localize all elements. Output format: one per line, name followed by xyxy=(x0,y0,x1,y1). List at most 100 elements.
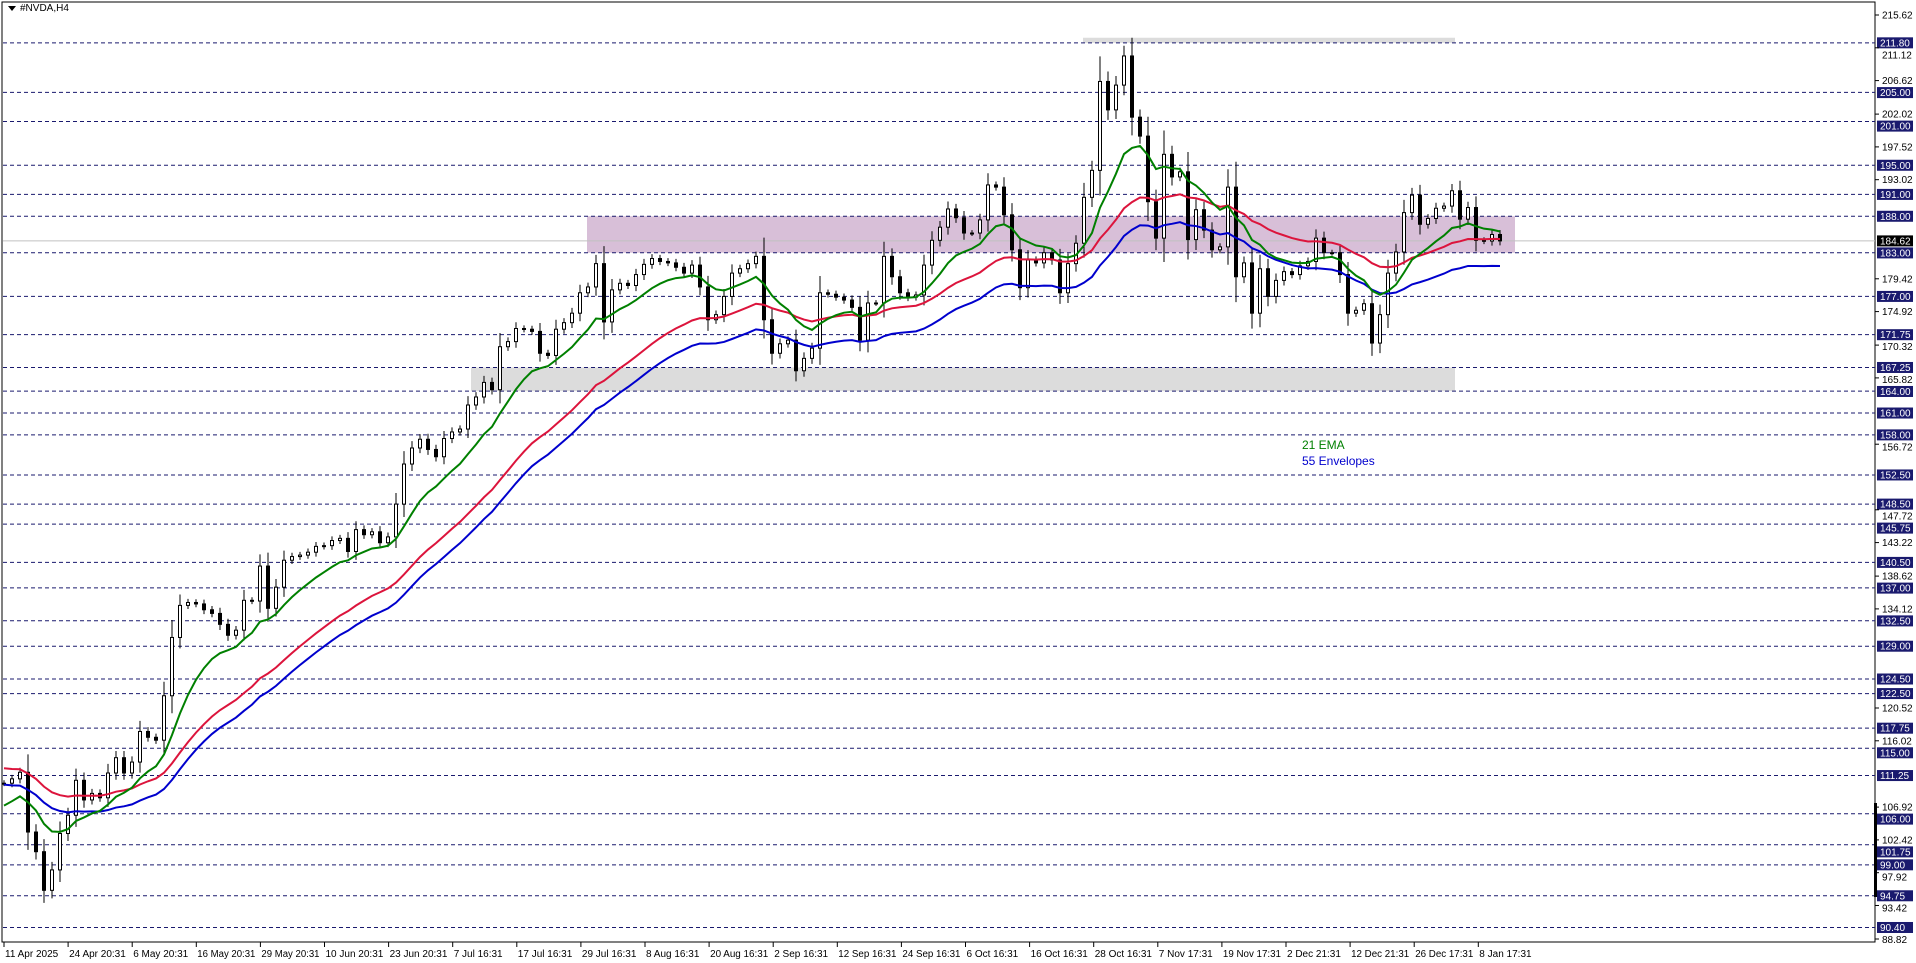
candle xyxy=(186,598,190,610)
candle xyxy=(970,230,974,236)
candle xyxy=(506,337,510,351)
bear-candle-body xyxy=(850,299,854,308)
level-label: 188.00 xyxy=(1880,212,1911,223)
level-label: 94.75 xyxy=(1880,891,1905,902)
bull-candle-body xyxy=(786,339,790,345)
x-tick-label: 23 Jun 20:31 xyxy=(390,949,448,960)
bull-candle-body xyxy=(746,263,750,270)
bear-candle-body xyxy=(122,757,126,774)
candle xyxy=(34,824,38,860)
candle xyxy=(730,264,734,306)
y-tick-label: 147.72 xyxy=(1882,512,1913,523)
bear-candle-body xyxy=(1290,271,1294,276)
bull-candle-body xyxy=(882,255,886,304)
bear-candle-body xyxy=(794,339,798,372)
dropdown-triangle-icon[interactable] xyxy=(8,6,16,11)
candle xyxy=(954,203,958,223)
bull-candle-body xyxy=(1434,207,1438,219)
candle xyxy=(474,392,478,410)
candle xyxy=(666,258,670,267)
candle xyxy=(1378,304,1382,354)
level-label: 205.00 xyxy=(1880,88,1911,99)
level-label: 161.00 xyxy=(1880,409,1911,420)
candle xyxy=(1130,37,1134,136)
bull-candle-body xyxy=(186,601,190,606)
y-tick-label: 197.52 xyxy=(1882,142,1913,153)
bear-candle-body xyxy=(1498,233,1502,242)
y-tick-label: 165.82 xyxy=(1882,375,1913,386)
candle xyxy=(1458,180,1462,230)
bull-candle-body xyxy=(1258,268,1262,314)
bull-candle-body xyxy=(1114,84,1118,111)
candle xyxy=(1098,56,1102,196)
candle xyxy=(146,727,150,742)
bull-candle-body xyxy=(370,531,374,536)
candle xyxy=(362,525,366,539)
bull-candle-body xyxy=(1066,263,1070,294)
candle xyxy=(746,259,750,273)
bull-candle-body xyxy=(466,404,470,430)
candle xyxy=(874,300,878,306)
candle xyxy=(1010,203,1014,262)
x-tick-label: 24 Apr 20:31 xyxy=(69,949,126,960)
candle xyxy=(106,763,110,807)
candle xyxy=(602,246,606,340)
level-label: 137.00 xyxy=(1880,584,1911,595)
bull-candle-body xyxy=(874,302,878,305)
candle xyxy=(1290,268,1294,279)
candle xyxy=(202,599,206,615)
level-label-bg xyxy=(1877,890,1913,902)
bull-candle-body xyxy=(10,778,14,784)
candle xyxy=(626,279,630,289)
bear-candle-body xyxy=(890,255,894,278)
bull-candle-body xyxy=(930,239,934,266)
bull-candle-body xyxy=(650,258,654,265)
level-label-bg xyxy=(1877,37,1913,49)
candle xyxy=(170,619,174,714)
y-tick-label: 116.02 xyxy=(1882,736,1912,747)
candle xyxy=(1018,237,1022,301)
bull-candle-body xyxy=(282,559,286,588)
bull-candle-body xyxy=(1450,190,1454,207)
bull-candle-body xyxy=(138,730,142,763)
bull-candle-body xyxy=(1090,169,1094,198)
candle xyxy=(370,528,374,539)
y-tick-label: 138.62 xyxy=(1882,572,1913,583)
bear-candle-body xyxy=(1154,201,1158,239)
candle xyxy=(1242,256,1246,284)
bull-candle-body xyxy=(418,438,422,449)
bear-candle-body xyxy=(210,609,214,614)
candle xyxy=(610,278,614,333)
y-tick-label: 215.62 xyxy=(1882,11,1913,22)
bear-candle-body xyxy=(538,330,542,354)
bear-candle-body xyxy=(546,352,550,356)
y-tick-label: 97.92 xyxy=(1882,872,1907,883)
level-label: 148.50 xyxy=(1880,500,1911,511)
bull-candle-body xyxy=(1426,217,1430,225)
candle xyxy=(138,720,142,773)
candle xyxy=(82,772,86,808)
bear-candle-body xyxy=(1146,135,1150,203)
candle xyxy=(898,269,902,300)
x-tick-label: 29 May 20:31 xyxy=(261,949,320,960)
candle xyxy=(1338,244,1342,283)
bull-candle-body xyxy=(778,343,782,354)
candle xyxy=(1314,229,1318,271)
candle xyxy=(1274,273,1278,304)
candle xyxy=(1466,201,1470,226)
candle xyxy=(50,861,54,899)
bull-candle-body xyxy=(1410,194,1414,214)
candle xyxy=(194,599,198,608)
candle xyxy=(290,552,294,565)
level-label-bg xyxy=(1877,722,1913,734)
candle xyxy=(826,289,830,298)
bear-candle-body xyxy=(154,736,158,741)
y-tick-label: 179.42 xyxy=(1882,274,1913,285)
level-label: 115.00 xyxy=(1880,748,1910,759)
symbol-timeframe: #NVDA,H4 xyxy=(20,3,69,14)
bull-candle-body xyxy=(946,208,950,228)
bull-candle-body xyxy=(1466,207,1470,220)
candle xyxy=(762,237,766,339)
candle xyxy=(1402,199,1406,265)
